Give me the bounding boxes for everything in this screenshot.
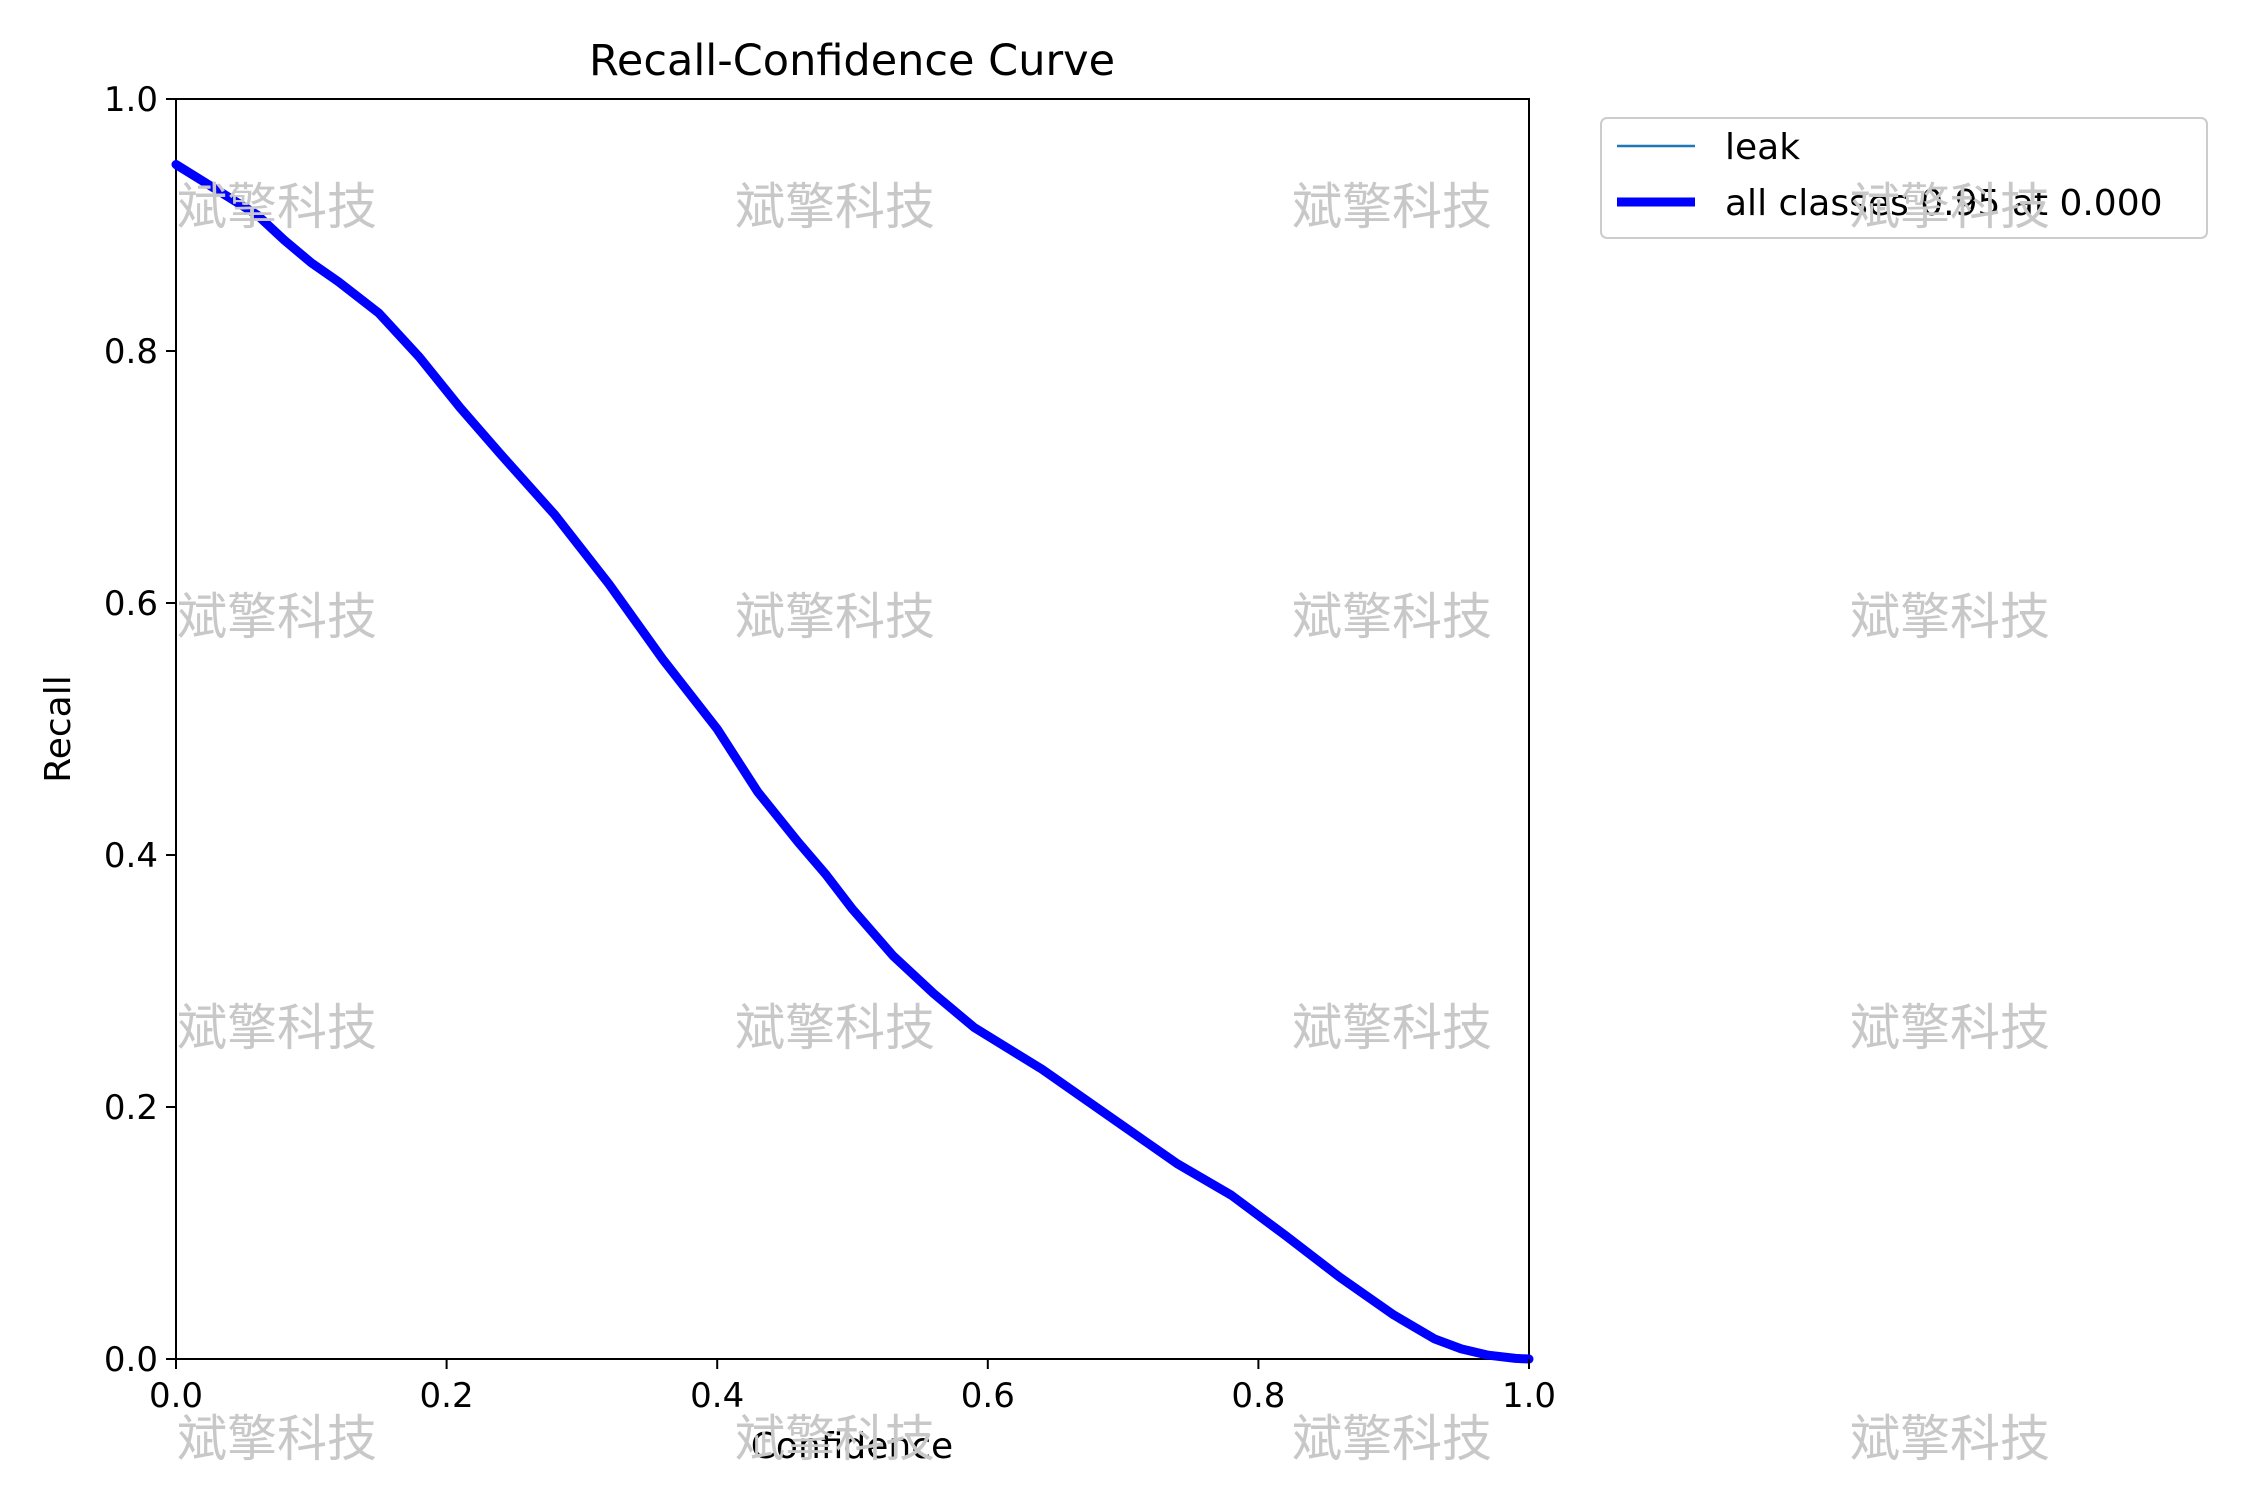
legend-box bbox=[1600, 117, 2208, 239]
x-tick-label: 1.0 bbox=[1502, 1376, 1556, 1416]
y-tick-label: 0.8 bbox=[104, 332, 158, 372]
y-tick-label: 0.6 bbox=[104, 584, 158, 624]
watermark-text: 斌擎科技 bbox=[1850, 999, 2050, 1057]
x-tick-label: 0.0 bbox=[149, 1376, 203, 1416]
x-tick-label: 0.6 bbox=[961, 1376, 1015, 1416]
chart-title: Recall-Confidence Curve bbox=[589, 36, 1115, 86]
watermark-text: 斌擎科技 bbox=[735, 999, 935, 1057]
watermark-text: 斌擎科技 bbox=[735, 1410, 935, 1468]
x-tick-label: 0.2 bbox=[420, 1376, 474, 1416]
watermark-text: 斌擎科技 bbox=[735, 588, 935, 646]
x-tick-label: 0.8 bbox=[1231, 1376, 1285, 1416]
watermark-text: 斌擎科技 bbox=[177, 588, 377, 646]
y-axis-label: Recall bbox=[38, 675, 79, 782]
y-tick-label: 0.4 bbox=[104, 836, 158, 876]
series-line-all-classes bbox=[171, 160, 1534, 1364]
watermark-text: 斌擎科技 bbox=[1292, 588, 1492, 646]
plot-area bbox=[175, 98, 1530, 1360]
y-tick-label: 0.2 bbox=[104, 1088, 158, 1128]
watermark-text: 斌擎科技 bbox=[1850, 588, 2050, 646]
watermark-text: 斌擎科技 bbox=[177, 178, 377, 236]
watermark-text: 斌擎科技 bbox=[735, 178, 935, 236]
watermark-text: 斌擎科技 bbox=[1850, 178, 2050, 236]
y-axis: 0.0 0.2 0.4 0.6 0.8 1.0 bbox=[104, 80, 176, 1380]
watermark-text: 斌擎科技 bbox=[177, 999, 377, 1057]
x-tick-label: 0.4 bbox=[690, 1376, 744, 1416]
legend-label-all-classes: all classes 0.95 at 0.000 bbox=[1725, 183, 2163, 224]
watermark-text: 斌擎科技 bbox=[177, 1410, 377, 1468]
legend-label-leak: leak bbox=[1725, 127, 1800, 168]
watermark-text: 斌擎科技 bbox=[1292, 999, 1492, 1057]
y-tick-label: 1.0 bbox=[104, 80, 158, 120]
watermark-text: 斌擎科技 bbox=[1850, 1410, 2050, 1468]
watermark-text: 斌擎科技 bbox=[1292, 1410, 1492, 1468]
legend: leak all classes 0.95 at 0.000 bbox=[1600, 117, 2208, 239]
x-axis-label: Confidence bbox=[751, 1426, 953, 1467]
y-tick-label: 0.0 bbox=[104, 1340, 158, 1380]
watermark-text: 斌擎科技 bbox=[1292, 178, 1492, 236]
x-axis: 0.0 0.2 0.4 0.6 0.8 1.0 bbox=[149, 1359, 1556, 1416]
series-group bbox=[171, 160, 1534, 1364]
